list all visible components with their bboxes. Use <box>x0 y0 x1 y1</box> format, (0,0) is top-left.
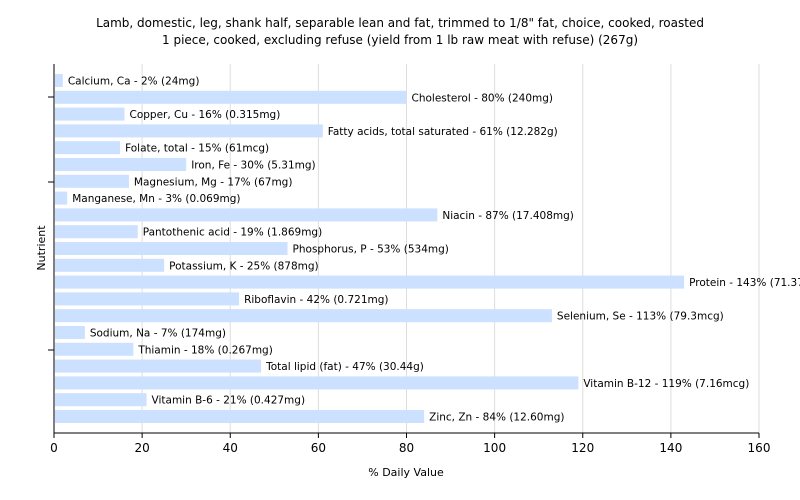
x-tick-label: 140 <box>659 441 682 455</box>
bar-label: Iron, Fe - 30% (5.31mg) <box>191 160 315 172</box>
bar-label: Phosphorus, P - 53% (534mg) <box>293 244 449 256</box>
x-tick-label: 120 <box>571 441 594 455</box>
bar <box>55 225 138 239</box>
bar-label: Copper, Cu - 16% (0.315mg) <box>130 109 281 121</box>
bar-label: Pantothenic acid - 19% (1.869mg) <box>143 227 322 239</box>
bar-label: Niacin - 87% (17.408mg) <box>442 210 574 222</box>
bar-label: Fatty acids, total saturated - 61% (12.2… <box>328 126 558 138</box>
bar-label: Folate, total - 15% (61mcg) <box>125 143 269 155</box>
bar <box>55 74 63 87</box>
bar <box>55 393 147 407</box>
x-tick-label: 80 <box>399 441 414 455</box>
bar <box>55 326 85 339</box>
bar <box>55 124 323 138</box>
bar <box>55 376 579 390</box>
y-axis-label: Nutrient <box>35 225 48 271</box>
bar <box>55 275 685 289</box>
x-axis-label: % Daily Value <box>368 466 444 479</box>
bar-label: Cholesterol - 80% (240mg) <box>412 92 554 104</box>
bar-label: Vitamin B-12 - 119% (7.16mcg) <box>583 378 749 390</box>
bar <box>55 141 121 155</box>
bar-label: Protein - 143% (71.37g) <box>689 277 800 289</box>
bar-label: Calcium, Ca - 2% (24mg) <box>68 76 200 88</box>
bar <box>55 410 425 423</box>
bar-label: Thiamin - 18% (0.267mg) <box>137 344 273 356</box>
bar <box>55 342 134 356</box>
bar-label: Vitamin B-6 - 21% (0.427mg) <box>152 395 306 407</box>
chart-title: Lamb, domestic, leg, shank half, separab… <box>96 16 704 30</box>
x-tick-label: 20 <box>134 441 149 455</box>
x-tick-label: 60 <box>311 441 326 455</box>
x-tick-label: 40 <box>223 441 238 455</box>
x-tick-label: 160 <box>748 441 771 455</box>
bar <box>55 242 288 255</box>
bar <box>55 191 68 205</box>
plot-area: Calcium, Ca - 2% (24mg) Cholesterol - 80%… <box>48 64 800 455</box>
bar-label: Potassium, K - 25% (878mg) <box>169 260 319 272</box>
bar <box>55 309 552 323</box>
bar <box>55 208 438 222</box>
bar <box>55 292 240 306</box>
bar <box>55 90 407 104</box>
x-tick-label: 0 <box>50 441 58 455</box>
chart-subtitle: 1 piece, cooked, excluding refuse (yield… <box>162 33 638 47</box>
x-tick-label: 100 <box>483 441 506 455</box>
bar-label: Zinc, Zn - 84% (12.60mg) <box>429 412 564 424</box>
bar-label: Sodium, Na - 7% (174mg) <box>90 328 226 340</box>
bar <box>55 258 165 272</box>
bar-label: Total lipid (fat) - 47% (30.44g) <box>265 361 424 373</box>
bar <box>55 158 187 171</box>
bar-label: Magnesium, Mg - 17% (67mg) <box>134 176 293 188</box>
bar <box>55 359 262 373</box>
bar-label: Selenium, Se - 113% (79.3mcg) <box>557 311 724 323</box>
bar <box>55 174 129 188</box>
bar-label: Riboflavin - 42% (0.721mg) <box>244 294 388 306</box>
bar <box>55 107 125 121</box>
bar-label: Manganese, Mn - 3% (0.069mg) <box>72 193 240 205</box>
